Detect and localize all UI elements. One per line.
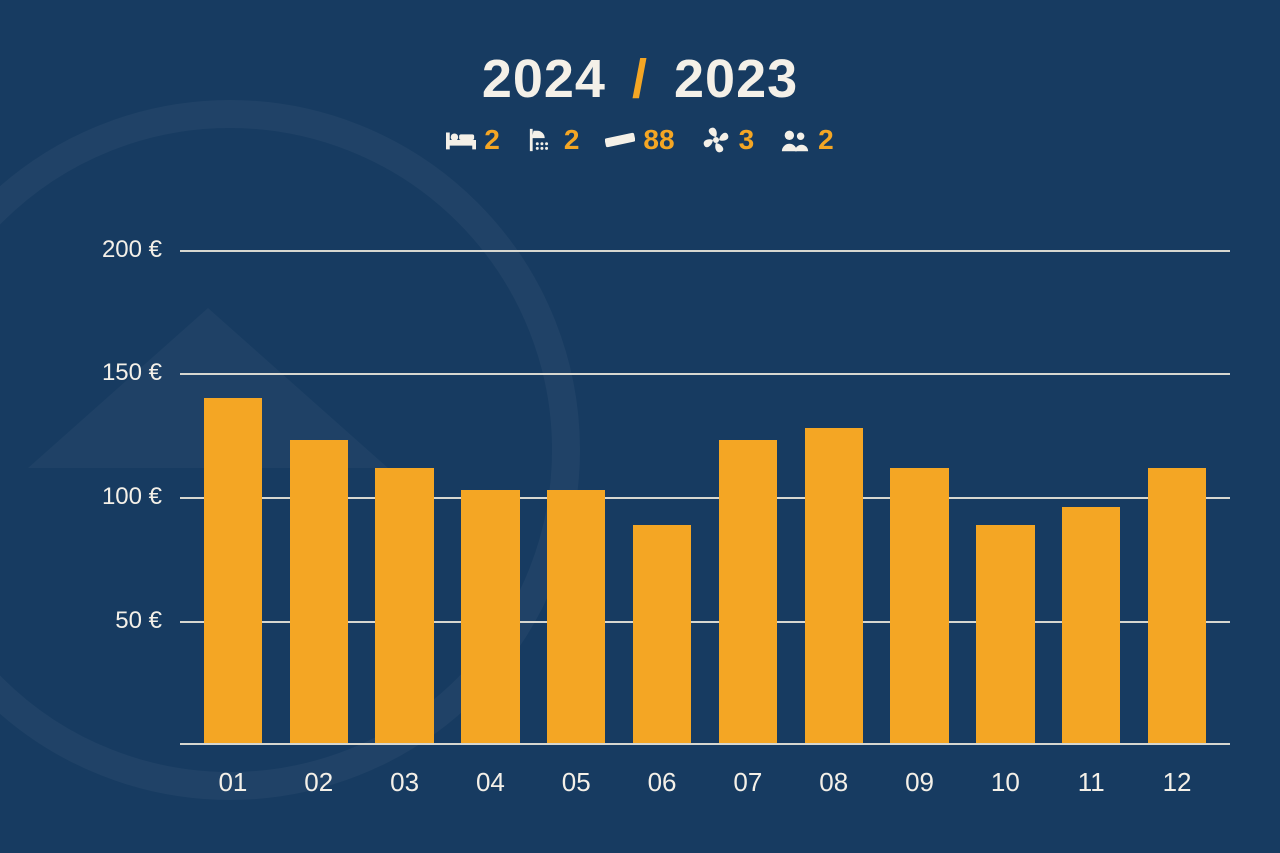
bar bbox=[204, 398, 262, 745]
stat-people: 2 bbox=[780, 124, 834, 156]
bar-slot bbox=[962, 200, 1048, 745]
bed-icon bbox=[446, 125, 476, 155]
x-axis-labels: 010203040506070809101112 bbox=[180, 755, 1230, 803]
shower-icon bbox=[526, 125, 556, 155]
y-tick-label: 150 € bbox=[102, 359, 162, 387]
y-tick-label: 50 € bbox=[115, 607, 162, 635]
y-axis-labels: 50 € 100 € 150 € 200 € bbox=[100, 200, 170, 745]
title-block: 2024 / 2023 2 2 88 3 2 bbox=[0, 48, 1280, 156]
people-icon bbox=[780, 125, 810, 155]
stat-shower: 2 bbox=[526, 124, 580, 156]
title-separator: / bbox=[622, 49, 658, 109]
stat-value: 88 bbox=[643, 124, 674, 156]
property-stats: 2 2 88 3 2 bbox=[0, 124, 1280, 156]
chart-canvas: 2024 / 2023 228832 50 €100 €150 €200 € 0… bbox=[0, 0, 1280, 853]
bar bbox=[890, 468, 948, 745]
x-tick-label: 01 bbox=[190, 755, 276, 803]
bar bbox=[290, 440, 348, 745]
bar-slot bbox=[1048, 200, 1134, 745]
bar-slot bbox=[362, 200, 448, 745]
price-chart: 50 €100 €150 €200 € 01020304050607080910… bbox=[105, 200, 1240, 803]
bar-slot bbox=[705, 200, 791, 745]
x-tick-label: 05 bbox=[533, 755, 619, 803]
stat-ruler: 88 bbox=[605, 124, 674, 156]
bar bbox=[461, 490, 519, 745]
x-tick-label: 07 bbox=[705, 755, 791, 803]
stat-value: 2 bbox=[818, 124, 834, 156]
stat-value: 2 bbox=[564, 124, 580, 156]
bar bbox=[719, 440, 777, 745]
title-year-b: 2023 bbox=[674, 49, 798, 109]
bar-slot bbox=[190, 200, 276, 745]
stat-bed: 2 bbox=[446, 124, 500, 156]
stat-fan: 3 bbox=[701, 124, 755, 156]
bar-slot bbox=[877, 200, 963, 745]
ruler-icon bbox=[605, 125, 635, 155]
bar bbox=[547, 490, 605, 745]
bar-slot bbox=[533, 200, 619, 745]
plot-area: 50 €100 €150 €200 € bbox=[180, 200, 1230, 745]
bar bbox=[1062, 507, 1120, 745]
fan-icon bbox=[701, 125, 731, 155]
x-tick-label: 09 bbox=[877, 755, 963, 803]
x-tick-label: 12 bbox=[1134, 755, 1220, 803]
x-tick-label: 11 bbox=[1048, 755, 1134, 803]
x-tick-label: 06 bbox=[619, 755, 705, 803]
bar-slot bbox=[447, 200, 533, 745]
x-tick-label: 10 bbox=[962, 755, 1048, 803]
bar bbox=[375, 468, 433, 745]
bar bbox=[633, 525, 691, 745]
x-tick-label: 03 bbox=[362, 755, 448, 803]
bar bbox=[805, 428, 863, 745]
y-tick-label: 200 € bbox=[102, 236, 162, 264]
bars bbox=[180, 200, 1230, 745]
bar-slot bbox=[791, 200, 877, 745]
bar bbox=[976, 525, 1034, 745]
title: 2024 / 2023 bbox=[482, 48, 798, 110]
stat-value: 2 bbox=[484, 124, 500, 156]
x-tick-label: 02 bbox=[276, 755, 362, 803]
bar-slot bbox=[276, 200, 362, 745]
baseline bbox=[180, 743, 1230, 745]
stat-value: 3 bbox=[739, 124, 755, 156]
x-tick-label: 04 bbox=[447, 755, 533, 803]
title-year-a: 2024 bbox=[482, 49, 606, 109]
bar bbox=[1148, 468, 1206, 745]
x-tick-label: 08 bbox=[791, 755, 877, 803]
bar-slot bbox=[619, 200, 705, 745]
bar-slot bbox=[1134, 200, 1220, 745]
y-tick-label: 100 € bbox=[102, 483, 162, 511]
